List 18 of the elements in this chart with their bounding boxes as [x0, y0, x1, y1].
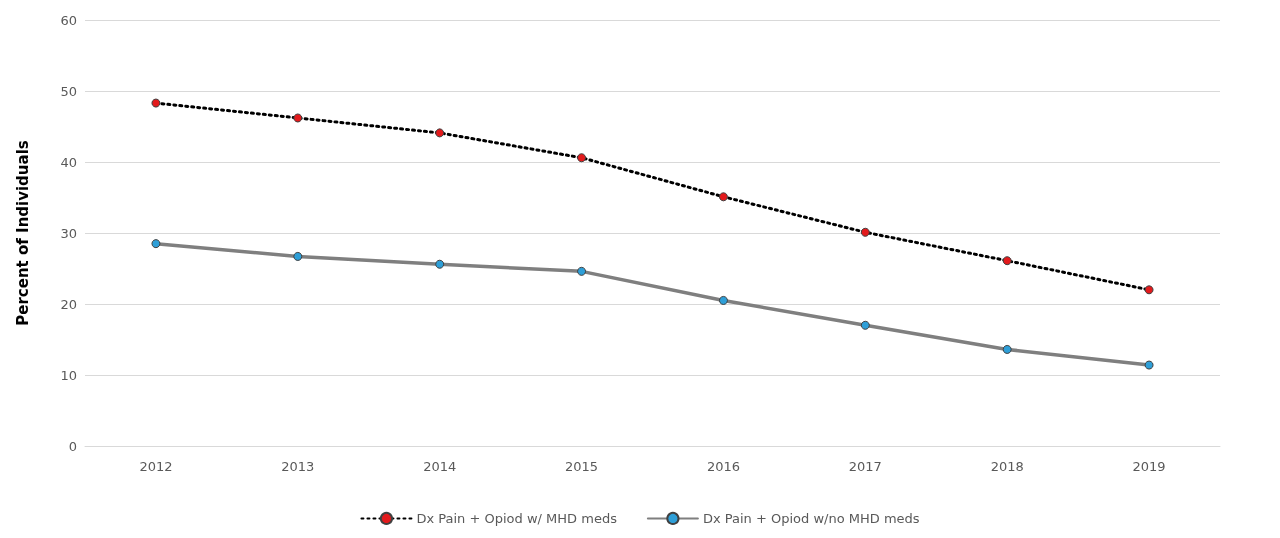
x-tick-label: 2016 [706, 459, 740, 474]
x-tick-label: 2019 [1132, 459, 1166, 474]
y-axis-title: Percent of Individuals [13, 140, 32, 326]
legend-label: Dx Pain + Opiod w/no MHD meds [702, 510, 920, 526]
x-tick-label: 2015 [565, 459, 599, 474]
y-tick-label: 10 [60, 367, 77, 383]
y-tick-label: 20 [60, 296, 77, 312]
y-tick-label: 30 [60, 225, 77, 241]
y-tick-label: 0 [68, 438, 77, 454]
y-tick-label: 50 [60, 83, 77, 99]
x-tick-label: 2017 [848, 459, 882, 474]
x-tick-label: 2012 [139, 459, 173, 474]
legend-label: Dx Pain + Opiod w/ MHD meds [416, 510, 618, 526]
x-tick-label: 2013 [281, 459, 315, 474]
y-tick-label: 40 [60, 154, 77, 170]
x-tick-label: 2014 [423, 459, 457, 474]
y-tick-label: 60 [60, 12, 77, 28]
x-tick-label: 2018 [990, 459, 1024, 474]
